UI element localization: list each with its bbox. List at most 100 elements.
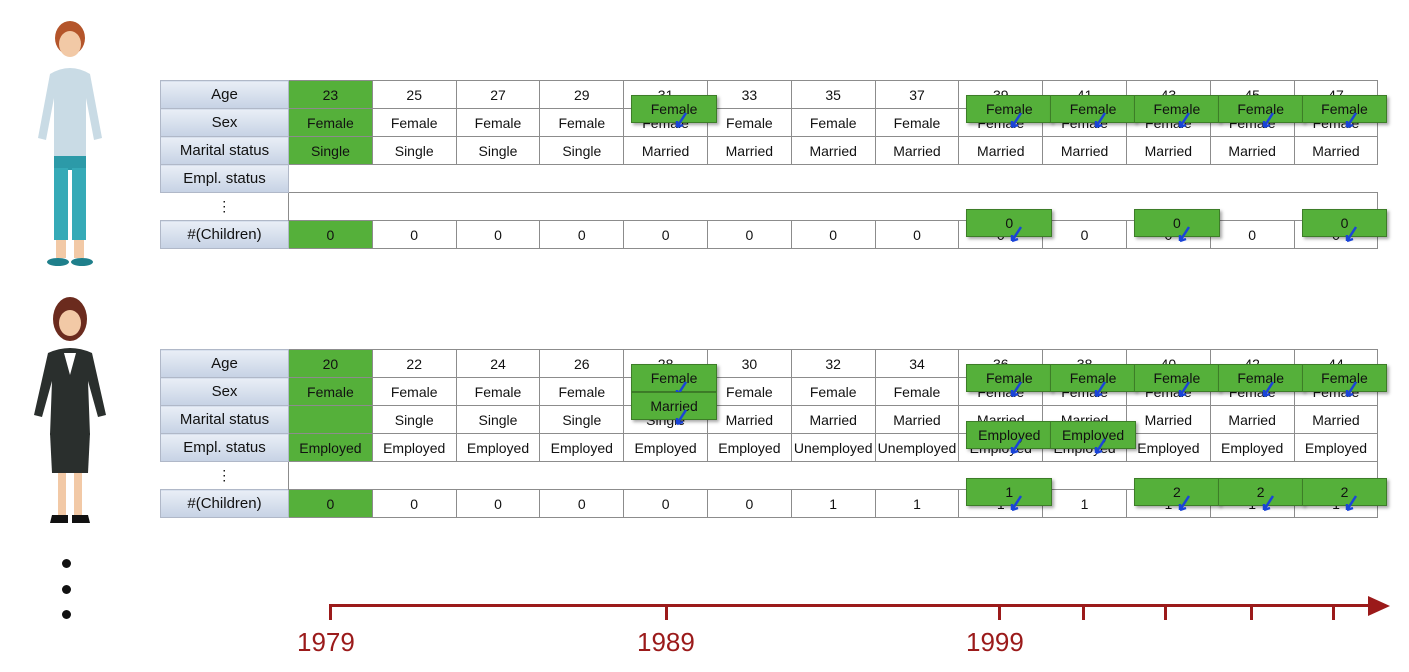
down-left-arrow-icon — [1011, 495, 1023, 512]
age-cell: 37 — [874, 80, 960, 109]
change-sticker: Employed — [1050, 420, 1136, 454]
empl-status-cell: Employed — [371, 433, 457, 462]
change-sticker: Female — [966, 94, 1053, 128]
sex-cell: Female — [288, 377, 373, 406]
change-sticker: Female — [1217, 94, 1304, 128]
children-cell: 0 — [790, 220, 876, 249]
down-left-arrow-icon — [1178, 495, 1190, 512]
marital-status-cell: Married — [790, 405, 876, 434]
down-left-arrow-icon — [1011, 438, 1023, 454]
marital-status-cell: Married — [1042, 136, 1127, 165]
sticker-label: 2 — [1173, 484, 1181, 500]
change-sticker: Female — [631, 94, 717, 128]
row-label-marital-status: Marital status — [160, 405, 289, 434]
marital-status-cell: Single — [539, 405, 625, 434]
children-cell: 0 — [874, 220, 960, 249]
sticker-label: 1 — [1005, 484, 1014, 500]
marital-status-cell: Married — [1293, 136, 1379, 165]
down-left-arrow-icon — [1011, 226, 1023, 243]
children-cell: 0 — [706, 489, 792, 518]
empl-status-cell-empty — [288, 164, 1378, 193]
sticker-label: 0 — [1340, 215, 1349, 231]
empl-status-cell: Unemployed — [874, 433, 960, 462]
change-sticker: 1 — [966, 478, 1053, 512]
change-sticker: Female — [1050, 363, 1136, 397]
empl-status-cell: Employed — [455, 433, 541, 462]
children-cell: 1 — [1042, 489, 1127, 518]
children-cell: 0 — [539, 489, 625, 518]
change-sticker: 0 — [1134, 209, 1220, 243]
year-label-1979: 1979 — [297, 627, 355, 657]
row-label-children: #(Children) — [160, 489, 289, 518]
timeline-arrowhead — [1368, 596, 1390, 616]
empl-status-cell: Unemployed — [790, 433, 876, 462]
more-dot-3 — [62, 610, 71, 619]
marital-status-cell: Married — [706, 136, 792, 165]
marital-status-cell: Single — [455, 405, 541, 434]
down-left-arrow-icon — [1262, 495, 1274, 512]
down-left-arrow-icon — [1178, 226, 1190, 243]
down-left-arrow-icon — [1262, 111, 1274, 128]
timeline-tick-1999 — [998, 604, 1001, 620]
marital-status-cell: Married — [790, 136, 876, 165]
marital-status-cell: Married — [1125, 136, 1211, 165]
children-cell: 0 — [371, 220, 457, 249]
down-left-arrow-icon — [1346, 380, 1358, 397]
children-cell: 0 — [288, 489, 373, 518]
year-label-1999: 1999 — [966, 627, 1024, 657]
age-cell: 32 — [790, 349, 876, 378]
children-cell: 0 — [455, 489, 541, 518]
person2-attribute-table: Age 20222426283032343638404244 Sex Femal… — [160, 349, 1379, 518]
age-cell: 33 — [706, 80, 792, 109]
marital-status-cell — [288, 405, 373, 434]
age-cell: 20 — [288, 349, 373, 378]
sex-cell: Female — [706, 108, 792, 137]
sex-cell: Female — [539, 108, 625, 137]
age-cell: 30 — [706, 349, 792, 378]
empl-status-cell: Employed — [1293, 433, 1379, 462]
down-left-arrow-icon — [1094, 111, 1107, 128]
sticker-label: 2 — [1340, 484, 1349, 500]
marital-status-cell: Single — [455, 136, 541, 165]
marital-status-cell: Married — [1209, 405, 1295, 434]
sticker-label: 0 — [1005, 215, 1014, 231]
down-left-arrow-icon — [1178, 111, 1190, 128]
sex-cell: Female — [790, 108, 876, 137]
marital-status-cell: Married — [958, 136, 1044, 165]
marital-status-cell: Single — [371, 136, 457, 165]
timeline-tick — [1332, 604, 1335, 620]
down-left-arrow-icon — [1346, 226, 1358, 243]
sex-cell: Female — [539, 377, 625, 406]
year-label-1989: 1989 — [637, 627, 695, 657]
timeline-tick-1979 — [329, 604, 332, 620]
children-cell: 0 — [623, 220, 708, 249]
change-sticker: Married — [631, 392, 717, 426]
children-cell: 1 — [790, 489, 876, 518]
children-cell: 0 — [288, 220, 373, 249]
down-left-arrow-icon — [1094, 380, 1107, 397]
row-label-ellipsis: ⋮ — [217, 198, 232, 214]
sticker-label: Employed — [978, 426, 1041, 443]
more-dot-1 — [62, 559, 71, 568]
change-sticker: 0 — [966, 209, 1053, 243]
change-sticker: Female — [1134, 94, 1220, 128]
timeline-tick — [1164, 604, 1167, 620]
row-label-empl-status: Empl. status — [160, 433, 289, 462]
row-label-age: Age — [160, 349, 289, 378]
change-sticker: 2 — [1134, 478, 1220, 512]
empl-status-cell: Employed — [623, 433, 708, 462]
down-left-arrow-icon — [675, 409, 688, 426]
empl-status-cell: Employed — [288, 433, 373, 462]
down-left-arrow-icon — [1011, 380, 1023, 397]
sticker-label: 2 — [1256, 484, 1265, 500]
change-sticker: Female — [1134, 363, 1220, 397]
age-cell: 23 — [288, 80, 373, 109]
children-cell: 1 — [874, 489, 960, 518]
down-left-arrow-icon — [1346, 111, 1358, 128]
sex-cell: Female — [874, 108, 960, 137]
empl-status-cell: Employed — [706, 433, 792, 462]
empl-status-cell: Employed — [539, 433, 625, 462]
marital-status-cell: Married — [874, 405, 960, 434]
person-businesswoman-illustration — [28, 295, 112, 545]
